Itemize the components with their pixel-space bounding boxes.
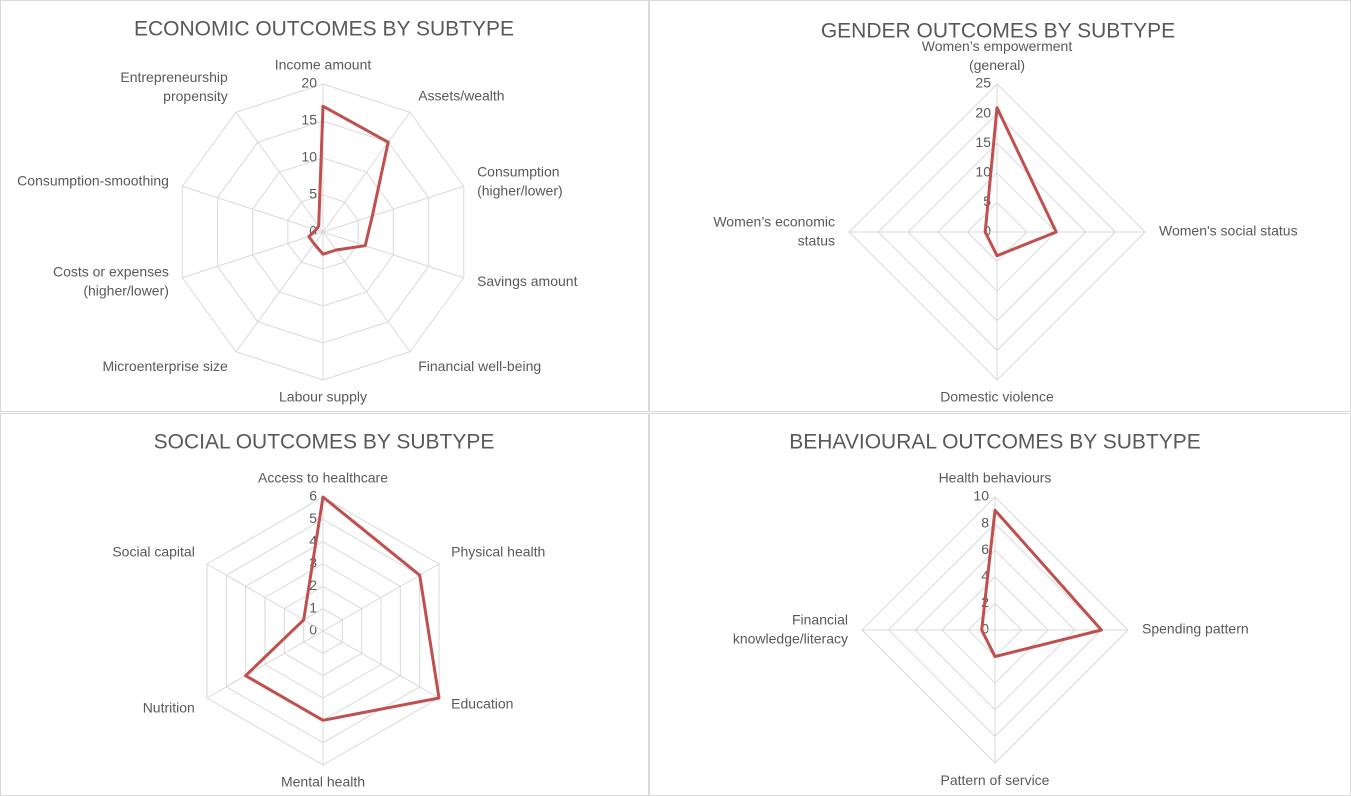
tick-label: 6 [981,541,989,557]
spoke [235,111,324,233]
data-line [983,106,1058,258]
category-label: Entrepreneurship propensity [120,69,228,104]
category-label: Women's social status [1159,223,1298,239]
tick-label: 2 [309,577,317,593]
data-line [307,104,390,256]
spoke [322,111,411,233]
spoke [322,231,411,353]
tick-label: 5 [309,186,317,202]
data-line [244,495,441,722]
category-label: Income amount [275,57,372,73]
spoke [322,185,464,233]
category-label: Assets/wealth [418,88,504,104]
category-label: Education [451,696,513,712]
category-label: Domestic violence [940,389,1054,405]
spoke [322,630,440,699]
category-label: Nutrition [143,700,195,716]
spoke [235,231,324,353]
chart-title: ECONOMIC OUTCOMES BY SUBTYPE [134,18,514,41]
tick-label: 20 [301,75,317,91]
category-label: Women’s economic status [713,213,835,248]
category-label: Microenterprise size [103,358,228,374]
tick-label: 15 [975,134,991,150]
tick-label: 0 [981,621,989,637]
spoke [182,231,324,279]
category-label: Access to healthcare [258,470,388,486]
tick-label: 4 [981,568,989,584]
panel [0,413,649,796]
tick-label: 10 [973,488,989,504]
chart-title: BEHAVIOURAL OUTCOMES BY SUBTYPE [789,431,1201,454]
category-label: Costs or expenses (higher/lower) [53,263,169,298]
tick-label: 8 [981,514,989,530]
tick-label: 5 [309,510,317,526]
category-label: Consumption (higher/lower) [477,163,563,198]
tick-label: 10 [301,149,317,165]
category-label: Financial knowledge/literacy [733,611,848,646]
chart-title: SOCIAL OUTCOMES BY SUBTYPE [154,431,495,454]
category-label: Savings amount [477,273,578,289]
tick-label: 1 [309,599,317,615]
data-line [980,508,1103,659]
tick-label: 0 [983,223,991,239]
category-label: Physical health [451,544,545,560]
category-label: Health behaviours [939,470,1052,486]
tick-label: 0 [309,622,317,638]
spoke [322,231,464,279]
category-label: Consumption-smoothing [17,173,169,189]
tick-label: 4 [309,532,317,548]
tick-label: 15 [301,112,317,128]
category-label: Labour supply [279,389,367,405]
tick-label: 25 [975,75,991,91]
spoke [182,185,324,233]
category-label: Pattern of serviceusage [941,772,1050,796]
category-label: Mental health [281,774,365,790]
tick-label: 20 [975,104,991,120]
chart-title: GENDER OUTCOMES BY SUBTYPE [821,20,1175,43]
category-label: Social capital [112,544,195,560]
category-label: Spending pattern [1142,621,1249,637]
tick-label: 6 [309,488,317,504]
category-label: Financial well-being [418,358,541,374]
category-label: Women’s empowerment (general) [922,38,1073,73]
spoke [206,630,324,699]
tick-label: 10 [975,164,991,180]
